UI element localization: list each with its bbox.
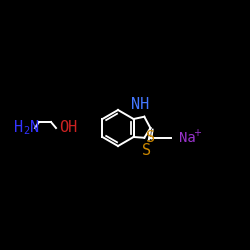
Text: H: H (14, 120, 23, 136)
Text: OH: OH (59, 120, 77, 136)
Text: S: S (142, 144, 152, 158)
Text: Na: Na (179, 131, 196, 145)
Text: NH: NH (131, 97, 150, 112)
Text: +: + (193, 128, 201, 138)
Text: N: N (30, 120, 39, 136)
Text: S: S (146, 130, 156, 145)
Text: 2: 2 (24, 126, 30, 136)
